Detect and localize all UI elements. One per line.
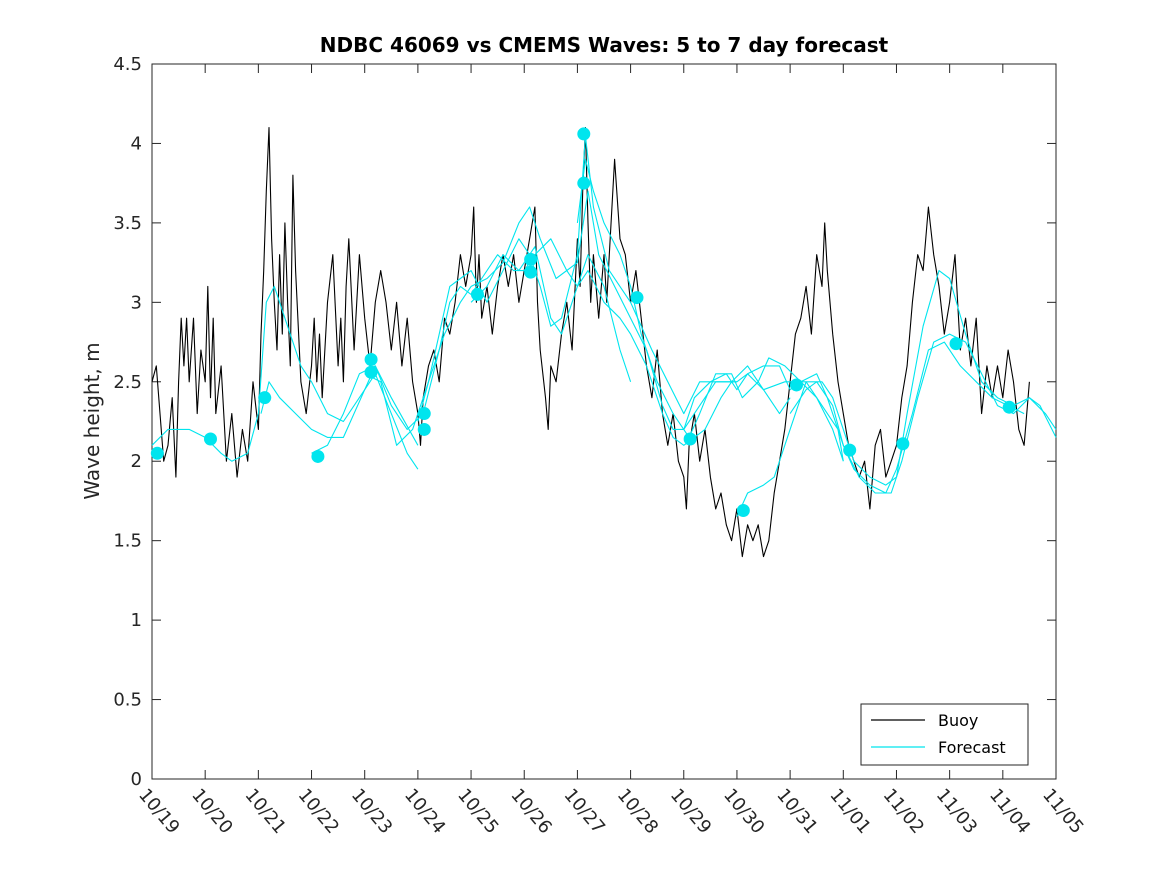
forecast-series-line — [260, 373, 419, 470]
forecast-marker-point — [417, 422, 431, 436]
chart-title: NDBC 46069 vs CMEMS Waves: 5 to 7 day fo… — [320, 33, 889, 57]
forecast-marker-point — [949, 337, 963, 351]
forecast-series-line — [576, 158, 844, 462]
axes-frame — [151, 63, 1057, 780]
legend-forecast-label: Forecast — [938, 738, 1006, 757]
y-axis-label: Wave height, m — [80, 342, 104, 499]
forecast-marker-point — [524, 252, 538, 266]
forecast-marker-point — [683, 432, 697, 446]
forecast-marker-point — [364, 353, 378, 367]
forecast-marker-point — [736, 503, 750, 517]
forecast-marker-point — [258, 391, 272, 405]
y-tick-label: 3.5 — [113, 213, 142, 234]
legend-box — [860, 703, 1029, 766]
y-tick-label: 4.5 — [113, 54, 142, 75]
plot-area: 00.511.522.533.544.510/19 10/20 10/21 10/22… — [113, 54, 1087, 838]
forecast-marker-point — [524, 265, 538, 279]
y-tick-label: 3 — [131, 292, 142, 313]
legend: Buoy Forecast — [860, 703, 1029, 766]
forecast-marker-point — [630, 291, 644, 305]
y-tick-label: 2.5 — [113, 372, 142, 393]
y-tick-label: 4 — [131, 133, 142, 154]
forecast-marker-point — [203, 432, 217, 446]
y-tick-label: 2 — [131, 451, 142, 472]
buoy-series-line — [151, 127, 1030, 558]
forecast-marker-point — [843, 443, 857, 457]
legend-buoy-label: Buoy — [938, 711, 978, 730]
forecast-series-line — [470, 246, 632, 382]
forecast-marker-point — [364, 365, 378, 379]
forecast-marker-point — [577, 127, 591, 141]
forecast-marker-point — [577, 176, 591, 190]
y-tick-label: 1 — [131, 610, 142, 631]
forecast-series-line — [736, 270, 1057, 518]
forecast-marker-point — [470, 287, 484, 301]
forecast-marker-point — [311, 449, 325, 463]
forecast-marker-point — [150, 446, 164, 460]
forecast-marker-point — [896, 437, 910, 451]
y-tick-label: 1.5 — [113, 531, 142, 552]
forecast-series-line — [789, 333, 1057, 494]
forecast-marker-point — [1002, 400, 1016, 414]
forecast-marker-point — [789, 378, 803, 392]
y-tick-label: 0 — [131, 769, 142, 790]
y-tick-label: 0.5 — [113, 690, 142, 711]
forecast-marker-point — [417, 407, 431, 421]
forecast-series-line — [417, 134, 844, 462]
